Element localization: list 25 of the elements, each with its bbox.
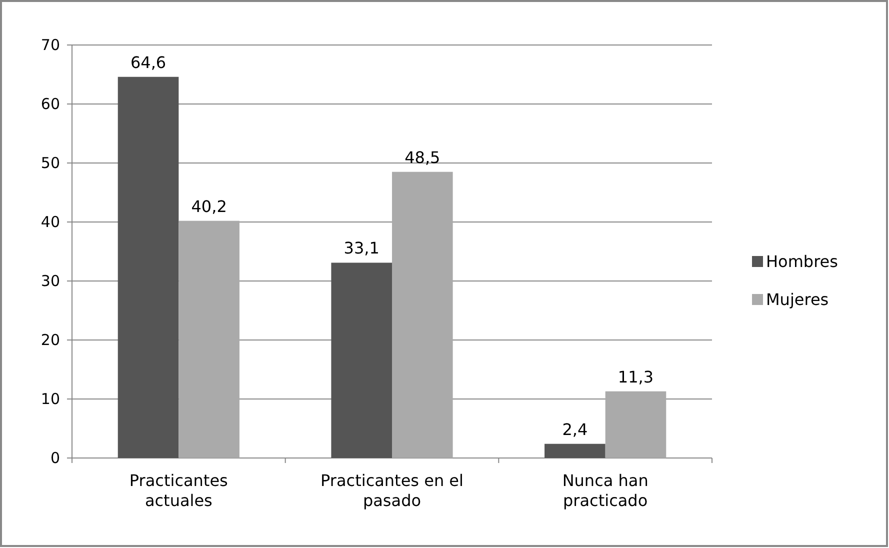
x-tick-label: Practicantes actuales: [129, 471, 228, 510]
legend-label: Hombres: [766, 252, 838, 271]
y-tick-label: 10: [40, 390, 60, 408]
bar: [331, 262, 392, 458]
y-tick-label: 40: [40, 212, 60, 231]
data-label: 2,4: [562, 420, 588, 439]
legend-label: Mujeres: [766, 290, 829, 309]
y-tick-label: 70: [40, 36, 60, 54]
y-tick-label: 50: [40, 154, 60, 172]
y-tick-label: 30: [40, 272, 60, 290]
y-tick-label: 0: [50, 448, 60, 467]
data-label: 64,6: [130, 52, 166, 72]
data-label: 40,2: [191, 196, 227, 216]
bar: [178, 220, 240, 458]
bar: [605, 391, 666, 458]
x-tick-label: Practicantes en el pasado: [320, 471, 464, 510]
bar: [118, 76, 179, 458]
y-tick-label: 60: [40, 94, 60, 113]
data-label: 48,5: [404, 148, 440, 167]
bar: [544, 444, 606, 458]
data-label: 33,1: [344, 238, 380, 258]
data-label: 11,3: [618, 367, 654, 386]
y-tick-label: 20: [40, 330, 60, 349]
bar: [392, 172, 453, 458]
x-tick-label: Nunca han practicado: [562, 471, 648, 510]
